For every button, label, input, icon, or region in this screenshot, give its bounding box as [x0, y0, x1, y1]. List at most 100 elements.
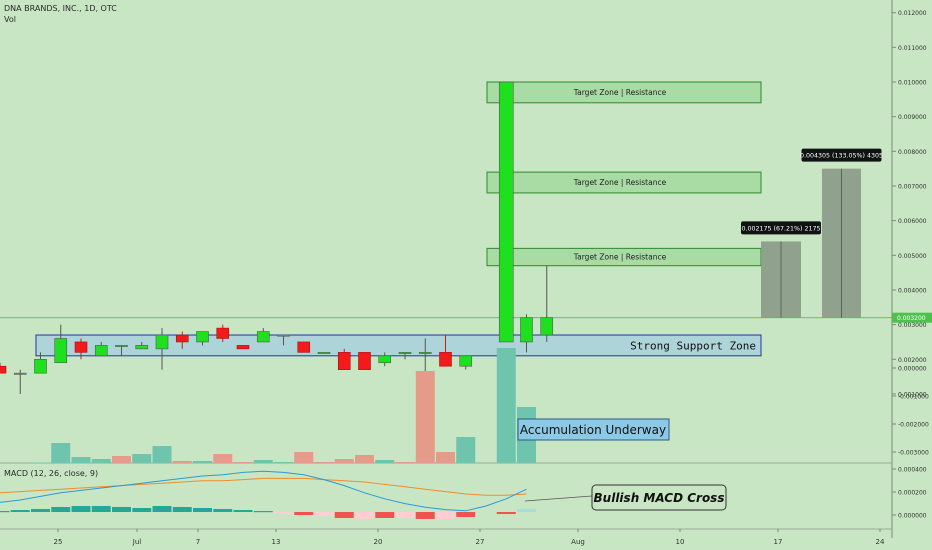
macd-indicator-label: MACD (12, 26, close, 9)	[4, 469, 99, 478]
volume-bar	[456, 437, 476, 463]
candle-body	[216, 327, 230, 339]
volume-bar	[193, 461, 212, 463]
target-zone-label: Target Zone | Resistance	[573, 178, 667, 187]
macd-histogram-bar	[132, 508, 152, 512]
volume-bar	[334, 459, 354, 463]
volume-bar	[132, 454, 152, 463]
time-tick-label: 13	[272, 538, 281, 546]
macd-histogram-bar	[375, 512, 395, 518]
volume-bar	[112, 456, 131, 463]
target-zone-label: Target Zone | Resistance	[573, 253, 667, 262]
candle-body	[94, 345, 108, 357]
macd-histogram-bar	[10, 510, 30, 512]
candle-body	[236, 345, 250, 350]
candle-body	[540, 317, 554, 336]
target-zone-box	[486, 171, 762, 194]
macd-histogram-bar	[496, 512, 516, 514]
candle-body	[115, 345, 128, 347]
price-tick-label: 0.010000	[898, 80, 927, 87]
macd-tick-label: 0.000200	[898, 490, 927, 497]
candle-body	[196, 331, 209, 343]
volume-tick-label: 0.000000	[898, 366, 927, 373]
support-zone-label: Strong Support Zone	[630, 339, 756, 352]
time-tick-label: 7	[196, 538, 200, 546]
candle-body	[358, 352, 371, 370]
candle-body	[398, 352, 412, 354]
macd-histogram-bar	[152, 506, 172, 512]
time-tick-label: 17	[774, 538, 783, 546]
price-tick-label: 0.009000	[898, 114, 927, 121]
candle-body	[520, 317, 533, 343]
macd-callout-pointer	[524, 495, 593, 502]
price-tick-label: 0.007000	[898, 183, 927, 190]
current-price-badge	[892, 312, 932, 323]
macd-histogram-bar	[314, 512, 334, 516]
macd-histogram-bar	[233, 510, 253, 512]
measure-label-bg	[801, 148, 882, 162]
macd-histogram-bar	[91, 506, 111, 512]
macd-line	[0, 470, 527, 512]
macd-histogram-bar	[517, 509, 536, 512]
volume-tick-label: -0.001000	[898, 394, 929, 401]
macd-tick-label: 0.000000	[898, 513, 927, 520]
candle-body	[0, 365, 7, 374]
volume-bar	[395, 462, 415, 463]
candle-body	[378, 355, 392, 364]
macd-histogram-bar	[51, 507, 71, 512]
price-tick-label: 0.004000	[898, 287, 927, 294]
volume-bar	[314, 462, 334, 463]
price-tick-label: 0.002000	[898, 357, 927, 364]
macd-histogram-bar	[395, 512, 415, 518]
support-zone-box	[35, 334, 762, 357]
volume-bar	[415, 371, 435, 463]
price-tick-label: 0.006000	[898, 218, 927, 225]
volume-bar	[355, 455, 374, 463]
candle-body	[317, 352, 331, 354]
time-tick-label: 20	[374, 538, 383, 546]
macd-histogram-bar	[355, 512, 374, 519]
price-tick-label: 0.008000	[898, 149, 927, 156]
volume-bar	[496, 348, 516, 463]
price-tick-label: 0.012000	[898, 10, 927, 17]
time-tick-label: Jul	[132, 538, 142, 546]
macd-histogram-bar	[0, 511, 10, 513]
time-tick-label: 27	[476, 538, 485, 546]
candle-body	[34, 358, 47, 374]
candle-body	[135, 345, 149, 350]
accumulation-box	[517, 418, 670, 441]
macd-histogram-bar	[193, 508, 212, 512]
volume-bar	[51, 443, 71, 463]
candle-body	[256, 331, 270, 343]
target-zone-box	[486, 81, 762, 104]
candle-body	[297, 341, 311, 353]
macd-histogram-bar	[172, 507, 192, 512]
macd-histogram-bar	[71, 506, 91, 512]
candle-body	[13, 372, 27, 375]
volume-label: Vol	[4, 15, 16, 24]
candle-body	[277, 334, 290, 337]
price-tick-label: 0.011000	[898, 45, 927, 52]
macd-histogram-bar	[436, 512, 455, 519]
volume-bar	[294, 452, 314, 463]
volume-bar	[436, 452, 455, 463]
volume-bar	[71, 457, 91, 463]
volume-bar	[172, 461, 192, 463]
target-zone-label: Target Zone | Resistance	[573, 88, 667, 97]
price-tick-label: 0.003000	[898, 322, 927, 329]
candle-body	[498, 81, 514, 343]
macd-histogram-bar	[274, 512, 293, 514]
volume-tick-label: -0.003000	[898, 450, 929, 457]
symbol-title: DNA BRANDS, INC., 1D, OTC	[4, 4, 117, 13]
macd-histogram-bar	[213, 509, 233, 512]
macd-histogram-bar	[112, 507, 131, 512]
current-price-label: 0.003200	[897, 315, 926, 322]
macd-histogram-bar	[253, 511, 273, 513]
volume-bar	[274, 462, 293, 463]
volume-bar	[152, 446, 172, 463]
macd-histogram-bar	[415, 512, 435, 519]
volume-bar	[91, 459, 111, 463]
candle-body	[459, 355, 473, 367]
candle-body	[54, 338, 68, 364]
